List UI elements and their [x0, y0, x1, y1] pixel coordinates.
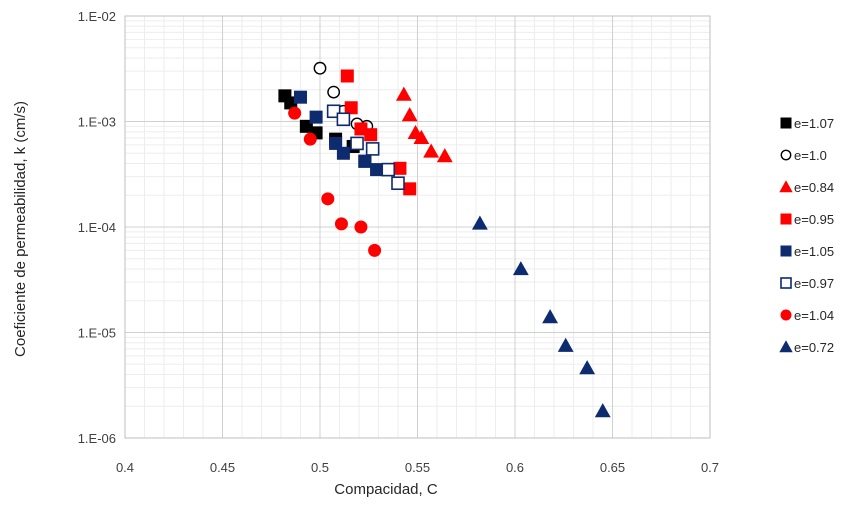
- x-tick-label: 0.45: [210, 460, 235, 475]
- legend-item: e=1.04: [780, 308, 834, 323]
- data-point-e-1-05: [329, 136, 343, 150]
- x-tick-label: 0.4: [116, 460, 134, 475]
- data-point-e-1-04: [303, 132, 317, 146]
- plot-area-border: [124, 15, 711, 439]
- legend-label: e=1.07: [794, 116, 834, 131]
- data-point-e-0-97: [336, 112, 351, 127]
- legend-marker: [780, 149, 792, 161]
- legend-item: e=1.07: [780, 116, 834, 131]
- data-point-e-1-05: [336, 146, 350, 160]
- data-point-e-1-0: [313, 61, 327, 75]
- legend-marker: [779, 340, 793, 353]
- y-tick-label: 1.E-06: [78, 431, 116, 446]
- data-point-e-0-95: [403, 182, 417, 196]
- data-point-e-0-97: [391, 176, 405, 191]
- y-tick-label: 1.E-04: [78, 220, 116, 235]
- legend: e=1.07 e=1.0 e=0.84 e=0.95 e=1.05 e=0.97 e=1.0…: [779, 116, 834, 355]
- y-tick-label: 1.E-05: [78, 326, 116, 341]
- legend-marker: [780, 309, 792, 321]
- y-tick-label: 1.E-02: [78, 9, 116, 24]
- legend-label: e=1.05: [794, 244, 834, 259]
- legend-marker: [780, 213, 792, 225]
- data-point-e-0-95: [344, 101, 358, 115]
- data-point-e-0-84: [401, 107, 418, 122]
- legend-label: e=1.04: [794, 308, 834, 323]
- data-point-e-0-72: [471, 215, 488, 230]
- x-tick-label: 0.65: [600, 460, 625, 475]
- data-point-e-0-95: [393, 161, 407, 175]
- legend-marker: [780, 117, 792, 129]
- data-point-e-0-72: [542, 309, 559, 324]
- data-points: [278, 61, 611, 418]
- data-point-e-0-84: [413, 129, 430, 144]
- data-point-e-1-0: [327, 85, 341, 99]
- legend-label: e=0.84: [794, 180, 834, 195]
- x-tick-label: 0.7: [701, 460, 719, 475]
- legend-label: e=0.97: [794, 276, 834, 291]
- data-point-e-0-84: [395, 86, 412, 101]
- x-axis-title: Compacidad, C: [334, 481, 438, 498]
- y-tick-labels: 1.E-06 1.E-05 1.E-04 1.E-03 1.E-02: [78, 9, 116, 446]
- data-point-e-1-05: [370, 163, 384, 177]
- data-point-e-1-04: [354, 220, 368, 234]
- y-axis-title: Coeficiente de permeabilidad, k (cm/s): [12, 101, 29, 357]
- data-point-e-0-84: [423, 143, 440, 158]
- legend-item: e=0.95: [780, 212, 834, 227]
- data-point-e-1-05: [294, 90, 307, 104]
- data-point-e-1-04: [288, 106, 302, 120]
- legend-item: e=0.84: [779, 180, 834, 195]
- data-point-e-1-05: [358, 154, 372, 168]
- data-point-e-1-04: [321, 192, 335, 206]
- data-point-e-1-04: [334, 217, 348, 231]
- x-tick-label: 0.5: [311, 460, 329, 475]
- data-point-e-0-72: [594, 403, 611, 418]
- data-point-e-1-04: [368, 243, 382, 257]
- legend-label: e=0.95: [794, 212, 834, 227]
- x-tick-label: 0.6: [506, 460, 524, 475]
- data-point-e-1-05: [309, 110, 323, 124]
- legend-marker: [780, 277, 792, 289]
- data-point-e-0-97: [365, 142, 380, 156]
- data-point-e-0-72: [512, 261, 529, 276]
- legend-label: e=1.0: [794, 148, 827, 163]
- x-tick-labels: 0.4 0.45 0.5 0.55 0.6 0.65 0.7: [116, 460, 719, 475]
- legend-item: e=1.0: [780, 148, 827, 163]
- data-point-e-0-97: [350, 136, 364, 151]
- x-tick-label: 0.55: [405, 460, 430, 475]
- legend-item: e=0.72: [779, 340, 834, 355]
- data-point-e-0-84: [436, 148, 453, 163]
- legend-marker: [779, 180, 793, 193]
- data-point-e-0-72: [557, 337, 574, 352]
- data-point-e-0-95: [340, 69, 354, 83]
- legend-item: e=0.97: [780, 276, 834, 291]
- data-point-e-0-72: [579, 360, 596, 375]
- legend-item: e=1.05: [780, 244, 834, 259]
- y-tick-label: 1.E-03: [78, 115, 116, 130]
- data-point-e-0-97: [381, 162, 396, 177]
- data-point-e-0-95: [364, 128, 378, 142]
- legend-marker: [780, 245, 792, 257]
- legend-label: e=0.72: [794, 340, 834, 355]
